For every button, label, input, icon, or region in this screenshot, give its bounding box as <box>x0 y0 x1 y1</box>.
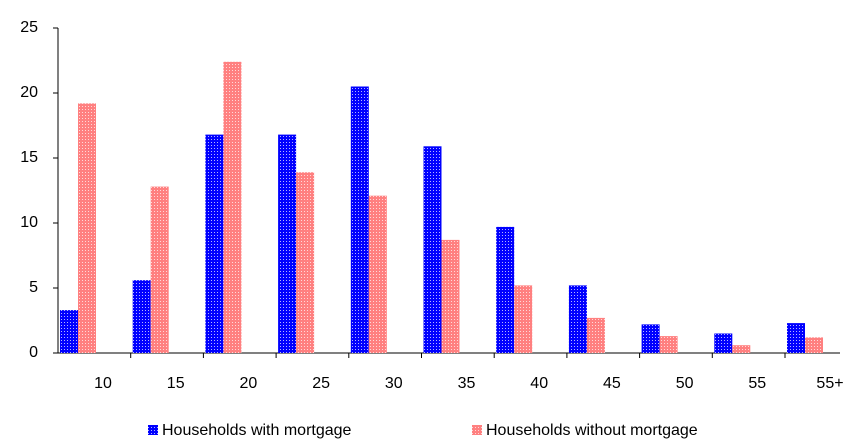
x-tick-label: 30 <box>385 375 403 392</box>
y-tick-label: 25 <box>20 19 38 36</box>
y-tick-label: 0 <box>29 344 38 361</box>
y-tick-label: 10 <box>20 214 38 231</box>
bar <box>659 336 678 353</box>
x-tick-label: 45 <box>603 375 621 392</box>
legend-label: Households with mortgage <box>162 422 352 439</box>
x-tick-label: 20 <box>240 375 258 392</box>
bar <box>568 285 587 353</box>
bar <box>586 317 605 353</box>
bar <box>296 172 315 353</box>
x-tick-label: 25 <box>312 375 330 392</box>
bar <box>441 239 460 353</box>
bar <box>350 86 369 353</box>
bar <box>132 280 151 353</box>
bar <box>805 337 823 353</box>
bar <box>60 310 78 353</box>
x-tick-label: 35 <box>458 375 476 392</box>
bar <box>732 345 751 353</box>
bar <box>78 103 96 354</box>
bar <box>223 61 242 354</box>
x-tick-label: 15 <box>167 375 185 392</box>
x-tick-label: 10 <box>94 375 112 392</box>
bar <box>150 186 169 353</box>
legend-swatch <box>472 425 482 435</box>
bar <box>514 285 533 353</box>
bar <box>787 323 805 353</box>
bar <box>368 195 387 353</box>
bar <box>714 333 733 353</box>
y-tick-label: 5 <box>29 279 38 296</box>
bar <box>641 324 660 353</box>
legend-label: Households without mortgage <box>486 422 698 439</box>
x-tick-label: 50 <box>676 375 694 392</box>
bar <box>278 134 297 353</box>
legend-swatch <box>148 425 158 435</box>
bar <box>423 146 442 353</box>
y-tick-label: 15 <box>20 149 38 166</box>
y-tick-label: 20 <box>20 84 38 101</box>
x-tick-label: 55 <box>748 375 766 392</box>
bar <box>205 134 224 353</box>
x-tick-label: 55+ <box>816 375 843 392</box>
bar <box>496 226 515 353</box>
x-tick-label: 40 <box>530 375 548 392</box>
